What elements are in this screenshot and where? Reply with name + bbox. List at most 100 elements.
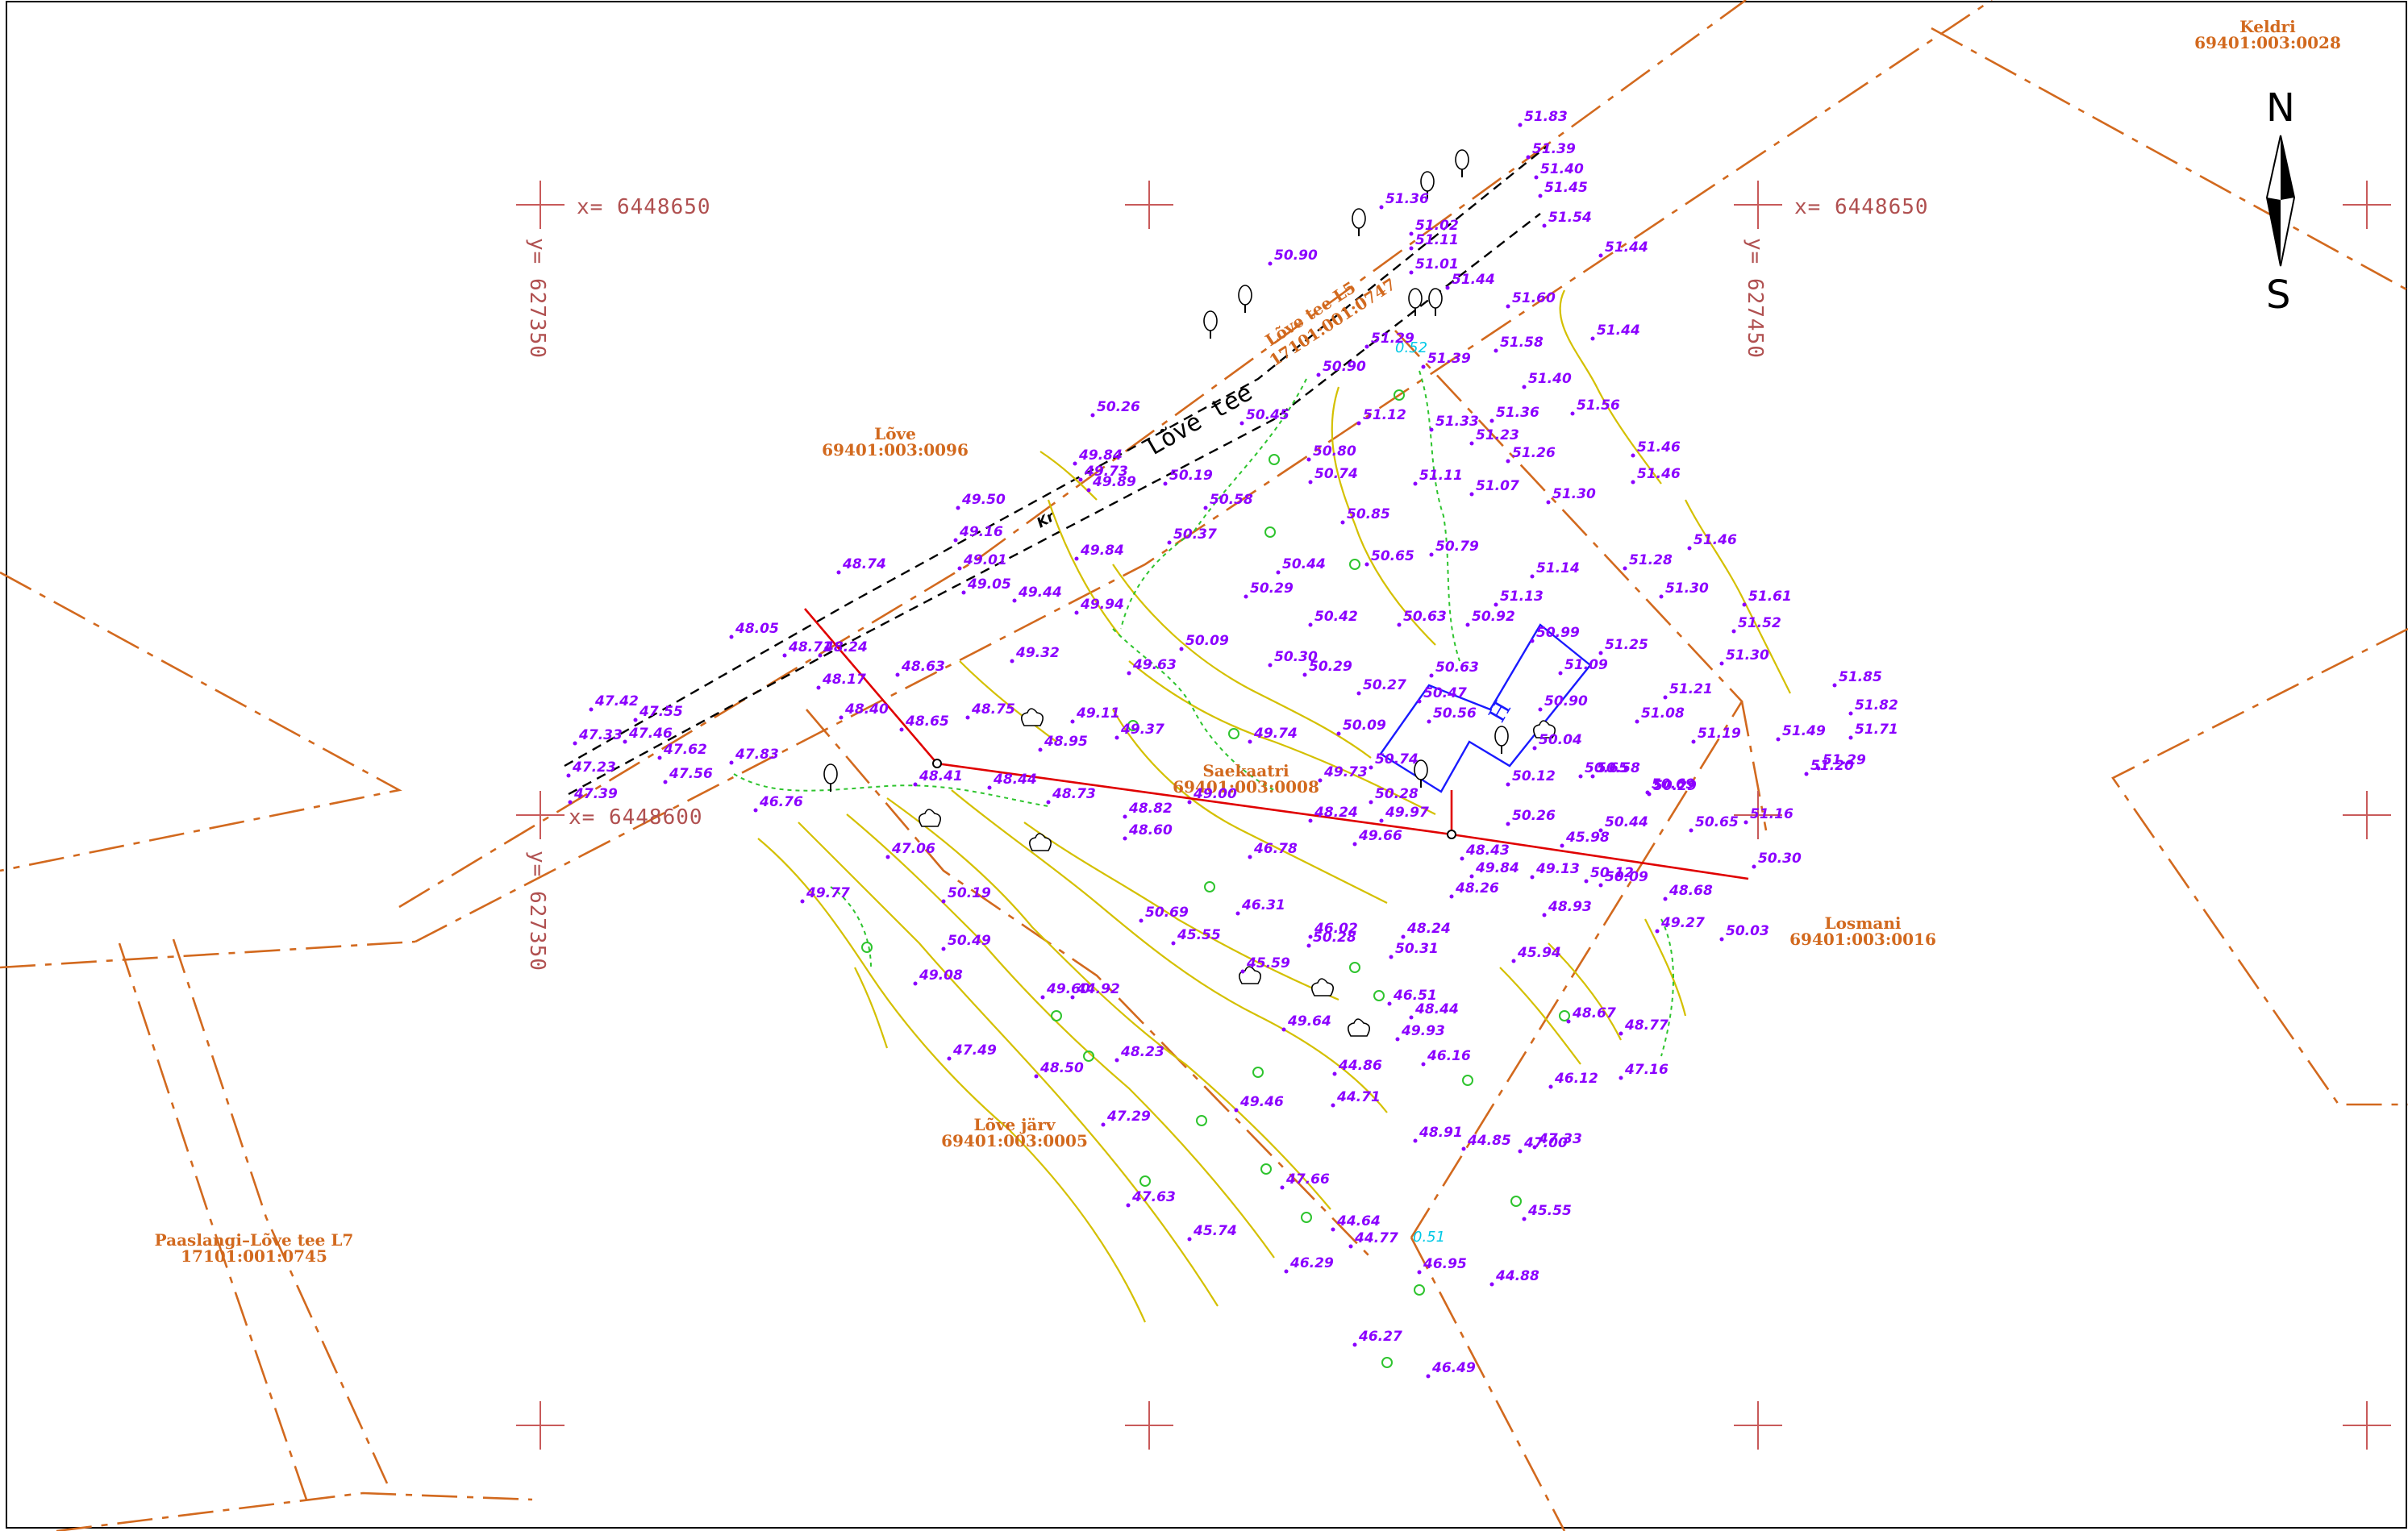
elevation-point-marker [1692,740,1696,744]
bush-icon [1261,1164,1271,1174]
elevation-label: 50.29 [1250,580,1294,597]
elevation-label: 50.45 [1246,407,1289,423]
elevation-label: 51.16 [1750,806,1794,822]
elevation-point-marker [1047,801,1051,805]
bush-icon [1382,1358,1392,1367]
north-arrow: N S [2266,85,2295,318]
elevation-label: 50.37 [1173,526,1217,543]
elevation-point-marker [1013,599,1017,603]
building-label: H [1483,697,1516,727]
elevation-point-marker [1849,736,1853,740]
elevation-point-marker [914,982,918,986]
elevation-point-marker [1599,254,1603,258]
elevation-point-marker [1466,623,1470,627]
elevation-point-marker [1115,736,1119,740]
elevation-label: 49.63 [1132,657,1177,673]
grid-cross [2343,791,2391,839]
elevation-point-marker [1619,1032,1623,1036]
elevation-point-marker [1527,156,1531,160]
bush-icon [1269,455,1279,464]
elevation-point-marker [1777,738,1781,742]
elevation-label: 50.65 [1371,548,1414,564]
elevation-point-marker [1035,1075,1039,1079]
elevation-point-marker [1689,829,1694,833]
elevation-point-marker [1123,837,1127,841]
elevation-point-marker [1688,547,1692,551]
elevation-label: 51.26 [1512,445,1556,461]
elevation-point-marker [1599,884,1603,888]
elevation-label: 51.29 [1371,331,1414,347]
elevation-point-marker [1309,623,1313,627]
elevation-point-marker [1180,647,1184,651]
elevation-label: 45.55 [1177,927,1221,943]
elevation-point-marker [1091,414,1095,418]
elevation-point-marker [1533,747,1537,751]
elevation-point-marker [1331,1104,1335,1108]
elevation-point-marker [1418,1271,1422,1275]
tree-icon [824,764,837,792]
elevation-label: 44.92 [1076,981,1120,997]
elevation-point-marker [1585,880,1589,884]
elevation-label: 48.91 [1419,1125,1463,1141]
elevation-label: 50.31 [1395,941,1439,957]
elevation-point-marker [958,567,962,571]
elevation-label: 45.98 [1565,830,1610,846]
elevation-label: 47.33 [1538,1131,1582,1147]
love-tee-road: Lõve tee Kr [565,145,1548,794]
elevation-label: 48.43 [1465,842,1510,859]
tree-icon [1429,289,1442,316]
elevation-label: 50.69 [1145,905,1189,921]
elevation-label: 50.09 [1185,633,1229,649]
elevation-label: 49.00 [1193,786,1237,802]
elevation-label: 44.77 [1354,1230,1398,1246]
elevation-point-marker [1567,1020,1571,1024]
elevation-label: 46.12 [1554,1071,1598,1087]
elevation-label: 48.44 [993,772,1037,788]
elevation-label: 50.99 [1536,625,1580,641]
elevation-point-marker [1506,822,1510,826]
elevation-label: 51.25 [1605,637,1648,653]
elevation-point-marker [896,673,900,677]
elevation-point-marker [1599,651,1603,655]
elevation-label: 48.95 [1044,734,1088,750]
elevation-label: 45.94 [1517,945,1561,961]
elevation-point-marker [1164,482,1168,486]
elevation-label: 48.93 [1548,899,1592,915]
deciduous-tree-icon [919,809,940,826]
elevation-point-marker [1410,1016,1414,1020]
elevation-label: 51.28 [1629,552,1673,568]
elevation-label: 50.19 [948,885,991,901]
elevation-label: 48.65 [905,713,949,730]
elevation-label: 46.78 [1253,841,1298,857]
elevation-label: 49.11 [1076,705,1120,722]
elevation-point-marker [1357,692,1361,696]
elevation-label: 50.74 [1314,466,1358,482]
elevation-point-marker [1470,493,1474,497]
bush-icon [1511,1196,1521,1206]
elevation-label: 51.44 [1597,322,1640,339]
elevation-point-marker [1535,176,1539,180]
elevation-point-marker [1172,942,1176,946]
bush-icon [1265,527,1275,537]
elevation-point-marker [1075,611,1079,615]
elevation-label: 51.52 [1738,615,1781,631]
elevation-point-marker [1353,842,1357,847]
elevation-label: 44.88 [1495,1268,1539,1284]
elevation-point-marker [567,774,571,778]
elevation-point-marker [900,728,904,732]
elevation-label: 49.84 [1078,447,1123,464]
elevation-point-marker [1331,1228,1335,1232]
elevation-point-marker [1543,224,1547,228]
elevation-point-marker [956,506,960,510]
elevation-label: 50.49 [948,933,991,949]
elevation-label: 51.40 [1540,161,1584,177]
elevation-point-marker [1559,672,1563,676]
elevation-label: 51.83 [1524,109,1568,125]
elevation-label: 44.85 [1467,1133,1511,1149]
elevation-point-marker [1309,819,1313,823]
elevation-point-marker [1204,506,1208,510]
elevation-point-marker [623,740,627,744]
elevation-label: 50.09 [1605,869,1648,885]
elevation-point-marker [1427,720,1431,724]
elevation-point-marker [1139,919,1144,923]
